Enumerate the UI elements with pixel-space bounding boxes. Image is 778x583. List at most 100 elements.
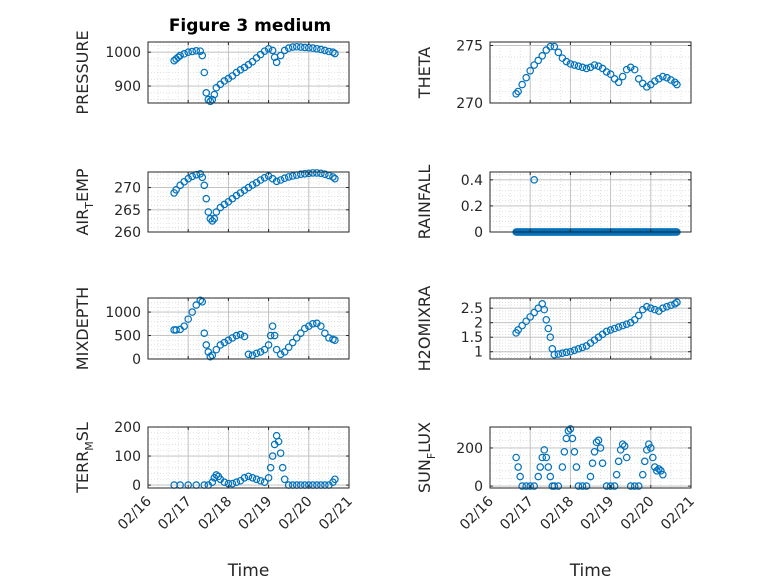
- data-point: [220, 478, 229, 486]
- data-point: [566, 60, 575, 68]
- data-point: [172, 326, 180, 334]
- data-point: [256, 476, 265, 485]
- data-point: [534, 56, 543, 65]
- y-tick-label: 200: [456, 441, 483, 457]
- data-point: [554, 350, 563, 358]
- data-point: [578, 343, 587, 352]
- x-tick-label: 02/16: [457, 493, 497, 533]
- data-point: [514, 463, 522, 471]
- data-point: [542, 453, 551, 462]
- data-point: [202, 194, 211, 203]
- data-point: [270, 331, 279, 340]
- data-point: [304, 169, 313, 178]
- data-point: [530, 308, 539, 317]
- y-tick-label: 1: [474, 345, 483, 361]
- data-point: [264, 474, 273, 482]
- data-point: [606, 70, 615, 79]
- data-point: [568, 434, 577, 443]
- y-tick-label: 0: [474, 479, 483, 495]
- data-point: [284, 343, 293, 352]
- y-axis-label: AIRTEMP: [73, 168, 96, 235]
- data-point: [566, 347, 575, 356]
- axes-frame: [489, 171, 692, 233]
- y-tick-label: 900: [114, 79, 141, 95]
- data-point: [544, 463, 553, 471]
- data-point: [640, 457, 649, 466]
- data-point: [610, 324, 619, 333]
- data-point: [673, 298, 681, 307]
- data-point: [296, 329, 305, 337]
- y-tick-label: 1000: [105, 305, 141, 321]
- data-point: [653, 467, 661, 475]
- x-tick-label: 02/18: [195, 494, 235, 534]
- data-point: [288, 338, 297, 347]
- data-point: [614, 457, 623, 466]
- data-point: [304, 322, 313, 330]
- data-point: [274, 437, 283, 446]
- data-point: [317, 322, 325, 330]
- data-point: [630, 482, 639, 490]
- data-point: [256, 176, 265, 184]
- data-point: [260, 478, 269, 486]
- subplot-h2omixra: 11.522.5 H2OMIXRA: [415, 286, 692, 371]
- data-point: [196, 296, 205, 305]
- data-point: [620, 442, 629, 450]
- data-point: [331, 475, 339, 484]
- data-point: [566, 425, 575, 433]
- data-point: [602, 68, 611, 76]
- data-point: [646, 304, 655, 312]
- data-point: [248, 181, 257, 189]
- data-point: [276, 176, 285, 184]
- y-tick-label: 2: [474, 316, 483, 332]
- data-point: [526, 313, 535, 321]
- axes-frame: [489, 297, 692, 360]
- y-axis-label: MIXDEPTH: [73, 287, 92, 370]
- data-point: [280, 46, 289, 55]
- data-point: [278, 463, 287, 472]
- data-point: [522, 317, 530, 326]
- data-point: [562, 348, 571, 357]
- data-point: [224, 336, 233, 345]
- data-point: [331, 336, 339, 345]
- data-point: [572, 463, 581, 471]
- data-point: [614, 78, 623, 87]
- subplot-pressure: 900 1000 PRESSURE: [73, 30, 350, 115]
- data-point: [268, 322, 277, 330]
- data-point: [590, 61, 599, 69]
- data-point: [200, 181, 209, 190]
- data-point: [321, 46, 329, 55]
- data-point: [176, 51, 184, 60]
- data-point: [649, 453, 657, 462]
- y-tick-label: 1000: [105, 45, 141, 61]
- data-point: [657, 467, 665, 475]
- y-tick-label: 265: [114, 203, 141, 219]
- data-point: [512, 453, 520, 462]
- data-point: [296, 43, 305, 51]
- data-point: [220, 77, 229, 85]
- data-point: [266, 463, 275, 472]
- data-point: [659, 304, 667, 312]
- y-tick-label: 0.4: [461, 173, 483, 189]
- data-point: [240, 332, 249, 341]
- data-point: [574, 482, 583, 490]
- x-tick-label: 02/21: [658, 494, 698, 534]
- data-point: [546, 333, 555, 342]
- axes-frame: [147, 297, 350, 360]
- data-point: [317, 45, 325, 54]
- data-point: [530, 61, 539, 69]
- y-tick-label: 100: [114, 449, 141, 465]
- data-point: [272, 177, 281, 186]
- data-point: [184, 174, 193, 183]
- data-point: [663, 302, 671, 311]
- data-point: [667, 301, 675, 310]
- data-point: [313, 169, 321, 177]
- data-point: [514, 87, 522, 96]
- data-point: [192, 301, 201, 309]
- data-point: [602, 482, 611, 490]
- data-point: [598, 459, 607, 468]
- data-point: [188, 47, 197, 56]
- data-point: [212, 471, 221, 479]
- data-point: [554, 482, 563, 490]
- data-point: [514, 326, 522, 334]
